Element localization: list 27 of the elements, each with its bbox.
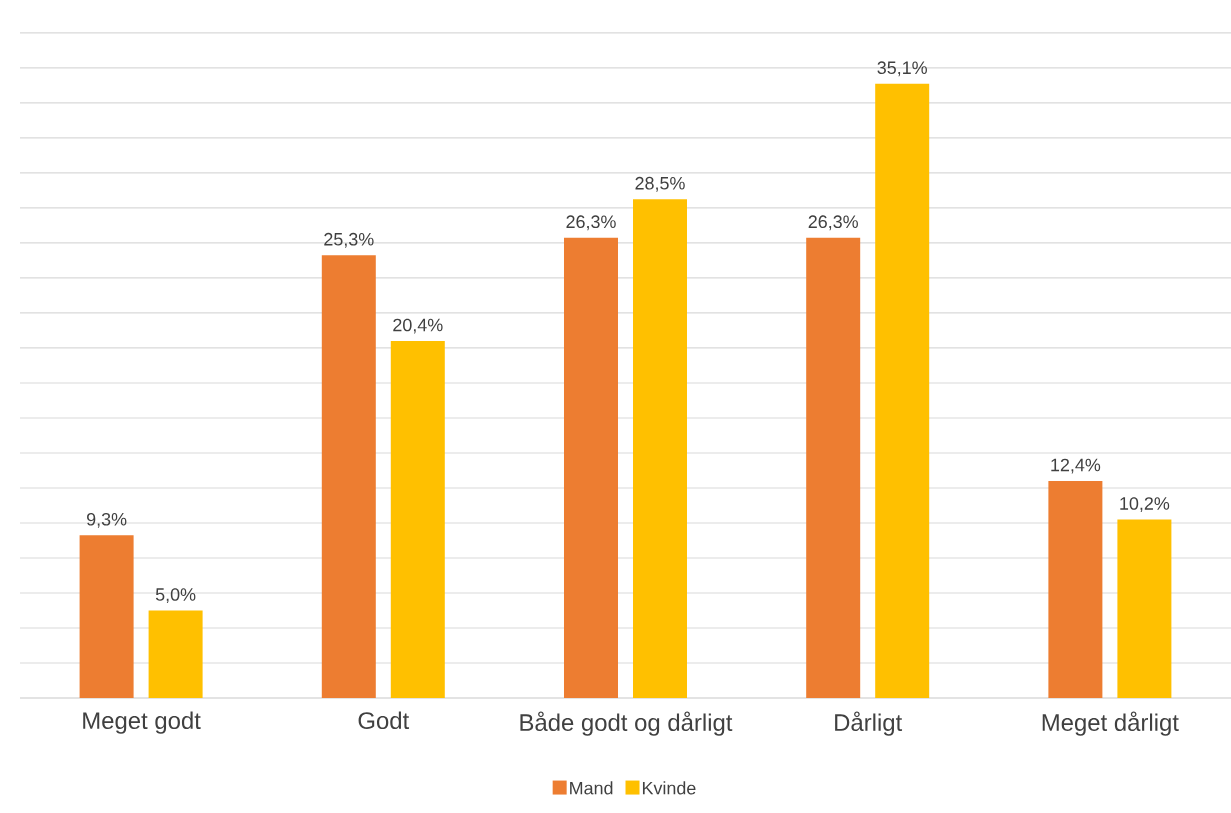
- bar: [875, 83, 930, 698]
- x-tick-label: Meget dårligt: [1042, 711, 1179, 736]
- data-label: 9,3%: [87, 512, 127, 528]
- x-tick-label: Godt: [358, 711, 410, 730]
- data-label: 35,1%: [877, 61, 927, 77]
- data-label: 26,3%: [566, 215, 616, 231]
- x-tick-label: Både godt og dårligt: [520, 711, 733, 736]
- legend-label: Kvinde: [642, 781, 696, 795]
- bar: [321, 255, 376, 698]
- data-label: 5,0%: [155, 588, 196, 603]
- data-label: 28,5%: [635, 176, 685, 192]
- bar: [806, 237, 861, 698]
- data-label: 25,3%: [324, 232, 374, 248]
- data-label: 10,2%: [1120, 497, 1170, 512]
- bar: [633, 199, 687, 698]
- x-tick-label: Dårligt: [835, 711, 903, 736]
- bar: [148, 610, 203, 698]
- bar: [1117, 519, 1172, 698]
- bar: [390, 340, 445, 698]
- data-label: 12,4%: [1051, 458, 1101, 474]
- bar: [1048, 480, 1103, 698]
- legend-label: Mand: [570, 781, 613, 795]
- data-label: 26,3%: [808, 215, 858, 231]
- bar: [79, 535, 134, 698]
- bar: [563, 237, 618, 698]
- data-label: 20,4%: [393, 318, 443, 334]
- x-tick-label: Meget godt: [83, 711, 201, 734]
